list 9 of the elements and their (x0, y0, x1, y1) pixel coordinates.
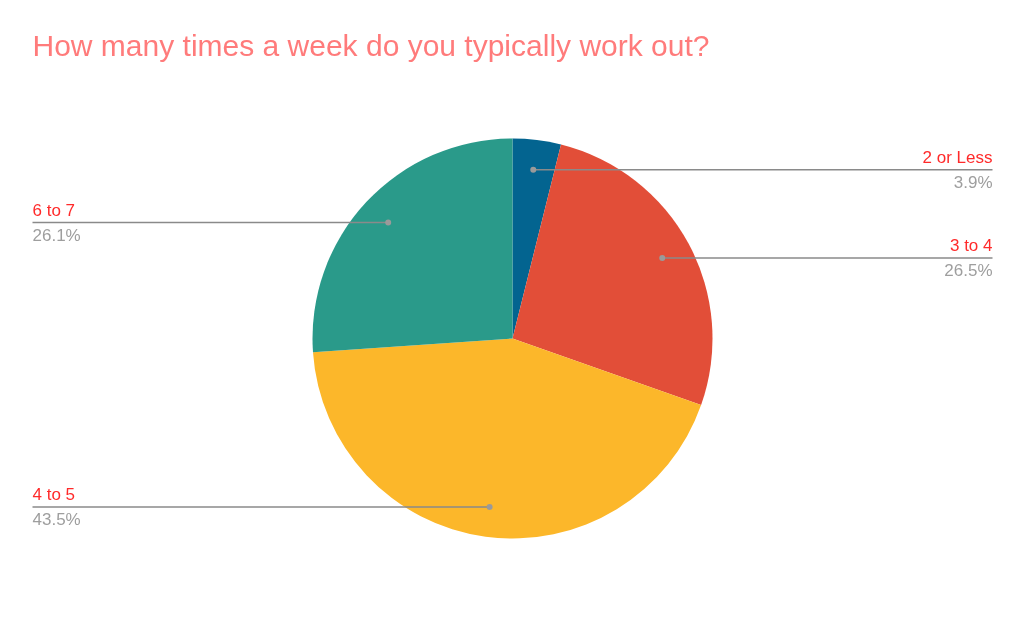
data-label: 43.5% (32, 509, 81, 529)
data-label: 26.1% (32, 225, 81, 245)
data-label: 3.9% (953, 172, 993, 192)
data-label: 26.5% (944, 261, 993, 281)
slice-label: 6 to 7 (32, 200, 76, 220)
slice-label: 3 to 4 (949, 236, 993, 256)
slice-label: 2 or Less (922, 147, 993, 167)
slice-label: 4 to 5 (32, 484, 76, 504)
chart-title: How many times a week do you typically work out? (32, 29, 710, 62)
